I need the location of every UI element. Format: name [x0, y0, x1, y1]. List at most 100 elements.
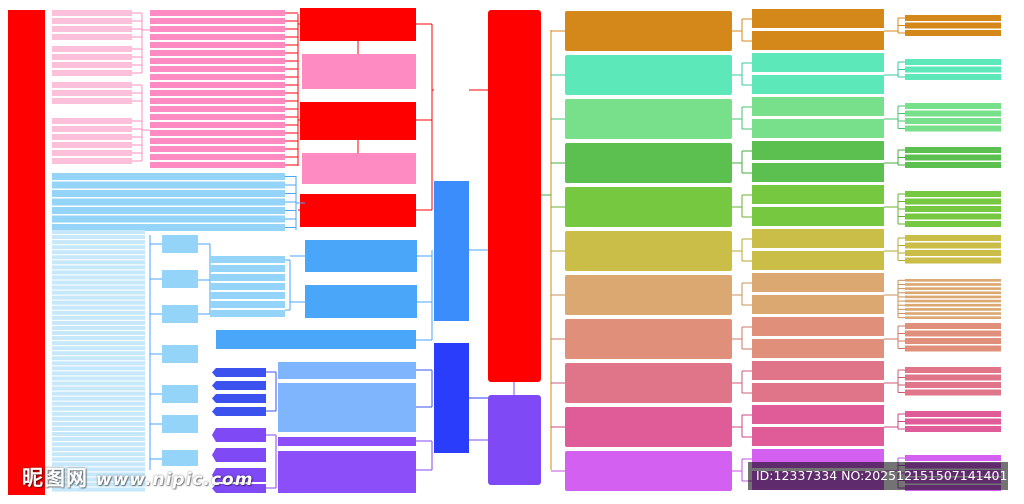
pink-leaf-bar — [52, 62, 132, 68]
blue-small-node — [162, 270, 198, 288]
right-category-card — [565, 99, 732, 139]
right-sub-bar — [752, 405, 884, 424]
blue-small-node — [162, 345, 198, 363]
right-leaf-bar — [905, 330, 1001, 337]
pink-leaf-bar — [52, 126, 132, 132]
royal-arrow-bar — [212, 368, 266, 377]
red-card — [300, 102, 416, 140]
right-leaf-bar — [905, 191, 1001, 197]
right-leaf-bar — [905, 242, 1001, 249]
blue-pale-leaf — [52, 280, 145, 285]
right-leaf-bar — [905, 235, 1001, 241]
blue-pale-leaf — [52, 235, 145, 240]
right-leaf-bar — [905, 66, 1001, 73]
blue-soft-bar — [278, 362, 416, 379]
pink-mid-bar — [150, 58, 285, 64]
blue-wide-bar — [52, 207, 285, 214]
blue-wide-bar — [52, 181, 285, 189]
right-leaf-bar — [905, 338, 1001, 344]
blue-pale-leaf — [52, 452, 145, 457]
right-sub-bar — [752, 9, 884, 28]
right-sub-bar — [752, 141, 884, 160]
blue-pale-leaf — [52, 376, 145, 381]
right-sub-bar — [752, 229, 884, 248]
right-leaf-bar — [905, 418, 1001, 425]
royal-arrow-bar — [212, 407, 266, 416]
blue-pale-leaf — [52, 285, 145, 290]
right-leaf-bar — [905, 287, 1001, 290]
right-sub-bar — [752, 295, 884, 314]
right-leaf-bar — [905, 22, 1001, 29]
right-sub-bar — [752, 207, 884, 226]
blue-card — [305, 285, 417, 318]
blue-pale-leaf — [52, 346, 145, 351]
blue-sub-bar — [210, 265, 285, 272]
right-category-card — [565, 275, 732, 315]
right-leaf-bar — [905, 312, 1001, 315]
right-leaf-bar — [905, 154, 1001, 161]
blue-pale-leaf — [52, 406, 145, 411]
right-category-card — [565, 231, 732, 271]
blue-small-node — [162, 450, 198, 466]
pink-leaf-bar — [52, 134, 132, 140]
blue-pale-leaf — [52, 462, 145, 467]
blue-pale-leaf — [52, 437, 145, 442]
right-sub-bar — [752, 361, 884, 380]
deep-blue-node — [434, 343, 469, 453]
blue-wide-bar — [52, 224, 285, 231]
right-sub-bar — [752, 163, 884, 182]
pink-leaf-bar — [52, 142, 132, 148]
blue-pale-leaf — [52, 295, 145, 300]
blue-pale-leaf — [52, 305, 145, 310]
right-leaf-bar — [905, 125, 1001, 132]
pink-mid-bar — [150, 34, 285, 40]
blue-pale-leaf — [52, 351, 145, 356]
blue-pale-leaf — [52, 467, 145, 472]
blue-small-node — [162, 235, 198, 253]
pink-leaf-bar — [52, 54, 132, 60]
pink-mid-bar — [150, 130, 285, 136]
blue-pale-leaf — [52, 426, 145, 431]
right-sub-bar — [752, 119, 884, 138]
royal-arrow-bar — [212, 394, 266, 403]
blue-pale-leaf — [52, 432, 145, 436]
pink-mid-bar — [150, 74, 285, 80]
blue-long-bar — [216, 330, 416, 349]
royal-arrow-bar — [212, 381, 266, 390]
blue-pale-leaf — [52, 255, 145, 260]
blue-wide-bar — [52, 173, 285, 180]
pink-leaf-bar — [52, 46, 132, 52]
pink-leaf-bar — [52, 34, 132, 40]
blue-pale-leaf — [52, 401, 145, 406]
blue-pale-leaf — [52, 361, 145, 366]
blue-pale-leaf — [52, 315, 145, 320]
logo-text: 昵图网 — [22, 466, 88, 490]
blue-pale-leaf — [52, 457, 145, 462]
pink-mid-bar — [150, 18, 285, 24]
right-category-card — [565, 451, 732, 491]
pink-leaf-bar — [52, 150, 132, 156]
right-category-card — [565, 143, 732, 183]
right-leaf-bar — [905, 257, 1001, 264]
blue-mid-node — [434, 181, 469, 321]
pink-mid-bar — [150, 26, 285, 32]
blue-wide-bar — [52, 198, 285, 206]
right-leaf-bar — [905, 389, 1001, 396]
pink-leaf-bar — [52, 98, 132, 104]
pink-leaf-bar — [52, 10, 132, 16]
pink-leaf-bar — [52, 90, 132, 96]
blue-pale-leaf — [52, 396, 145, 401]
blue-pale-leaf — [52, 250, 145, 255]
right-leaf-bar — [905, 110, 1001, 117]
blue-pale-leaf — [52, 310, 145, 315]
right-category-card — [565, 11, 732, 51]
blue-pale-leaf — [52, 270, 145, 275]
pink-mid-bar — [150, 106, 285, 112]
right-leaf-bar — [905, 374, 1001, 381]
blue-pale-leaf — [52, 356, 145, 361]
right-sub-bar — [752, 427, 884, 446]
blue-pale-leaf — [52, 366, 145, 371]
blue-pale-leaf — [52, 240, 145, 245]
violet-card — [278, 451, 416, 493]
